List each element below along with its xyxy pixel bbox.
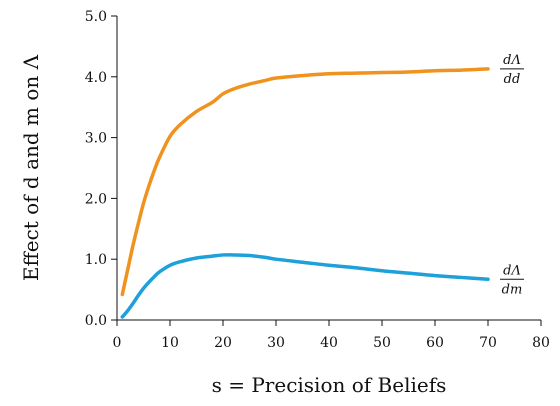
x-tick-label: 80 <box>532 335 550 351</box>
x-tick-label: 40 <box>320 335 338 351</box>
x-tick-label: 0 <box>113 335 122 351</box>
series-label-denominator: dm <box>502 282 523 297</box>
x-ticks: 0 10 20 30 40 50 60 70 80 <box>113 320 550 351</box>
x-tick-label: 60 <box>426 335 444 351</box>
x-axis-title: s = Precision of Beliefs <box>212 373 447 397</box>
series-labels: dΛ dd dΛ dm <box>500 53 524 297</box>
series-label-numerator: dΛ <box>503 53 521 68</box>
x-tick-label: 50 <box>373 335 391 351</box>
y-tick-label: 5.0 <box>85 9 107 25</box>
x-tick-label: 70 <box>479 335 497 351</box>
y-tick-label: 1.0 <box>85 252 107 268</box>
y-ticks: 0.0 1.0 2.0 3.0 4.0 5.0 <box>85 9 117 329</box>
y-axis-title: Effect of d and m on Λ <box>19 54 43 281</box>
y-tick-label: 2.0 <box>85 191 107 207</box>
series-label-denominator: dd <box>504 72 521 87</box>
series-label-numerator: dΛ <box>503 263 521 278</box>
x-tick-label: 10 <box>161 335 179 351</box>
y-tick-label: 0.0 <box>85 313 107 329</box>
series-line-dm <box>120 253 490 319</box>
axes <box>116 16 541 321</box>
y-tick-label: 4.0 <box>85 70 107 86</box>
series-line-dd <box>120 67 490 297</box>
series-layer <box>120 67 490 319</box>
y-tick-label: 3.0 <box>85 131 107 147</box>
x-tick-label: 20 <box>214 335 232 351</box>
x-tick-label: 30 <box>267 335 285 351</box>
